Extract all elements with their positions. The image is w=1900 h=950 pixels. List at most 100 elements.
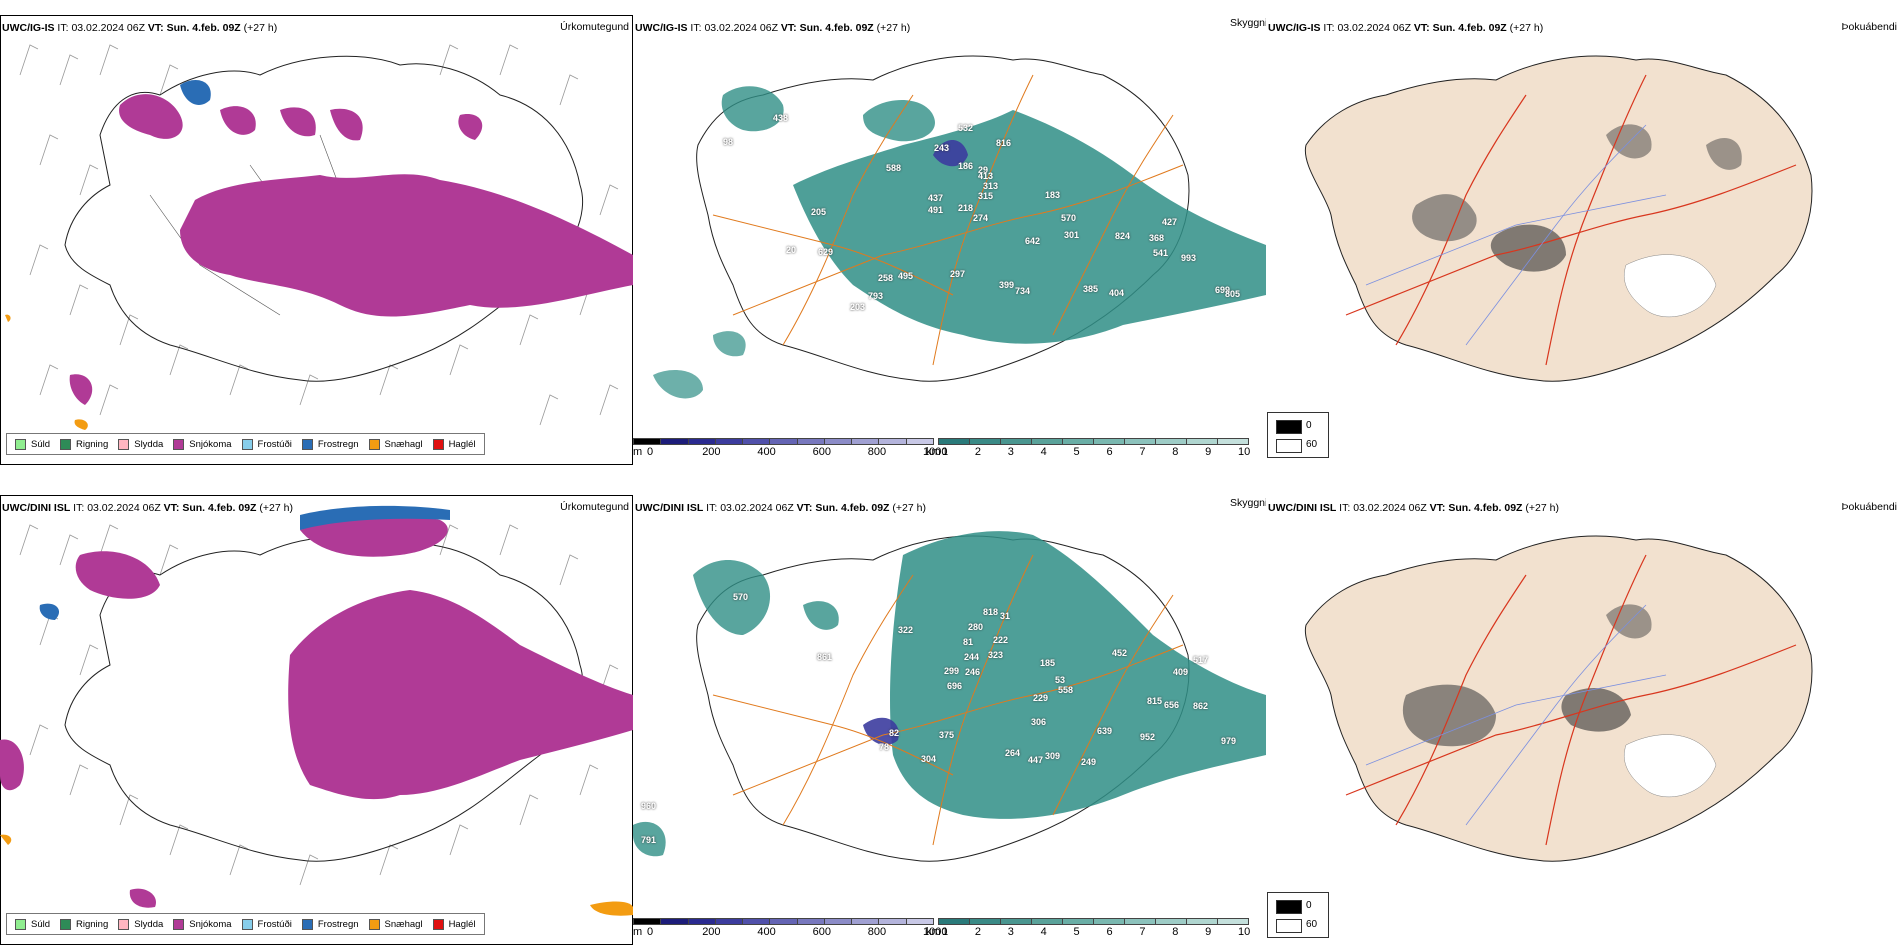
visibility-value-label: 297: [950, 269, 966, 279]
visibility-value-label: 960: [641, 801, 657, 811]
visibility-value-label: 447: [1028, 755, 1044, 765]
visibility-value-label: 264: [1005, 748, 1021, 758]
colorbar-tick-label: 200: [702, 446, 721, 458]
visibility-value-label: 805: [1225, 289, 1241, 299]
visibility-value-label: 78: [879, 742, 890, 752]
panel-title: Þokuábendi: [1841, 21, 1897, 33]
colorbar-tick-label: 1000: [923, 446, 948, 458]
visibility-value-label: 558: [1058, 685, 1074, 695]
visibility-value-label: 306: [1031, 717, 1047, 727]
visibility-value-label: 427: [1162, 217, 1178, 227]
colorbar-segment: [878, 918, 907, 925]
visibility-panel-row2: UWC/DINI ISL IT: 03.02.2024 06Z VT: Sun.…: [633, 495, 1266, 945]
visibility-value-label: 791: [641, 835, 657, 845]
visibility-value-label: 815: [1147, 696, 1163, 706]
precip-type-panel-row1: UWC/IG-IS IT: 03.02.2024 06Z VT: Sun. 4.…: [0, 15, 633, 465]
colorbar-unit: km: [926, 446, 941, 458]
legend-item: Súld: [15, 918, 50, 930]
colorbar-tick-label: 9: [1205, 446, 1212, 458]
legend-swatch: [368, 918, 380, 930]
visibility-value-label: 399: [999, 280, 1015, 290]
legend-swatch: [432, 918, 444, 930]
river-network: [1365, 124, 1667, 346]
visibility-value-label: 31: [1000, 611, 1011, 621]
legend-swatch: [15, 438, 26, 450]
visibility-value-label: 413: [978, 171, 994, 181]
visibility-value-label: 541: [1153, 248, 1169, 258]
colorbar-segment: [1155, 438, 1187, 445]
precip-legend: Súld Rigning Slydda Snjókoma Frostúði Fr…: [6, 433, 485, 455]
visibility-value-label: 696: [947, 681, 963, 691]
visibility-value-label: 29: [978, 165, 989, 175]
colorbar-tick-label: 0: [647, 926, 654, 938]
visibility-value-label: 20: [786, 245, 797, 255]
colorbar-segment: [796, 438, 825, 445]
colorbar-tick-label: 6: [1106, 446, 1113, 458]
colorbar-tick-label: 2: [974, 446, 981, 458]
colorbar-segment: [1031, 918, 1063, 925]
visibility-value-label: 315: [978, 191, 994, 201]
road-network: [1345, 74, 1797, 366]
visibility-value-label: 218: [958, 203, 974, 213]
visibility-value-label: 588: [886, 163, 902, 173]
colorbar-segment: [769, 438, 798, 445]
visibility-value-label: 243: [934, 143, 950, 153]
legend-swatch: [301, 438, 313, 450]
colorbar-tick-label: 800: [867, 446, 887, 458]
visibility-panel-row1: UWC/IG-IS IT: 03.02.2024 06Z VT: Sun. 4.…: [633, 15, 1266, 465]
legend-item: Rigning: [60, 438, 108, 450]
panel-title: Úrkomutegund: [560, 501, 629, 513]
colorbar-tick-label: 8: [1172, 446, 1179, 458]
colorbar-segment: [905, 438, 934, 445]
legend-item: Slydda: [118, 438, 163, 450]
colorbar-segment: [969, 438, 1001, 445]
legend-swatch: [1276, 900, 1302, 914]
colorbar-unit: km: [926, 926, 941, 938]
colorbar-segment: [633, 438, 662, 445]
colorbar-segment: [1062, 438, 1094, 445]
colorbar-segment: [687, 918, 716, 925]
fog-legend-row2: 0 60: [1267, 892, 1329, 938]
road-network: [712, 554, 1184, 846]
colorbar-tick-label: 10: [1238, 926, 1251, 938]
panel-header: UWC/DINI ISL IT: 03.02.2024 06Z VT: Sun.…: [635, 502, 926, 514]
colorbar-tick-label: 600: [812, 926, 831, 938]
colorbar-segment: [823, 918, 853, 925]
colorbar-tick-label: 400: [757, 446, 776, 458]
wind-barbs: [19, 44, 619, 426]
visibility-value-label: 322: [898, 625, 914, 635]
colorbar-segment: [823, 438, 853, 445]
legend-item: Súld: [15, 438, 50, 450]
visibility-value-label: 274: [973, 213, 989, 223]
colorbar-tick-label: 4: [1040, 926, 1047, 938]
colorbar-segment: [633, 918, 662, 925]
panel-header: UWC/DINI ISL IT: 03.02.2024 06Z VT: Sun.…: [1268, 502, 1559, 514]
visibility-value-label: 299: [944, 666, 960, 676]
colorbar-tick-label: 600: [812, 446, 831, 458]
fog-panel-row2: UWC/DINI ISL IT: 03.02.2024 06Z VT: Sun.…: [1266, 495, 1899, 945]
legend-item: Frostregn: [301, 438, 359, 450]
visibility-value-label: 229: [1033, 693, 1049, 703]
elevation-colorbar: m 0 200 400 600 800 1000: [633, 918, 947, 943]
legend-item: Snjókoma: [173, 918, 232, 930]
visibility-value-label: 491: [928, 205, 944, 215]
colorbar-tick-label: 800: [867, 926, 887, 938]
visibility-value-label: 629: [818, 247, 834, 257]
panel-header: UWC/IG-IS IT: 03.02.2024 06Z VT: Sun. 4.…: [635, 22, 911, 34]
panel-header: UWC/DINI ISL IT: 03.02.2024 06Z VT: Sun.…: [2, 502, 293, 514]
legend-swatch: [60, 438, 72, 450]
colorbar-segment: [714, 918, 744, 925]
visibility-value-label: 517: [1193, 655, 1209, 665]
visibility-value-label: 186: [958, 161, 974, 171]
visibility-value-label: 438: [773, 113, 789, 123]
colorbar-segment: [1217, 438, 1249, 445]
colorbar-tick-label: 9: [1205, 926, 1212, 938]
legend-swatch: [1276, 439, 1302, 453]
visibility-value-label: 979: [1221, 736, 1237, 746]
panel-title: Þokuábendi: [1841, 501, 1897, 513]
colorbar-segment: [1031, 438, 1063, 445]
visibility-value-label: 816: [996, 138, 1012, 148]
visibility-colorbar: km 1 2 3 4 5 6 7 8 9 10: [926, 438, 1258, 463]
colorbar-segment: [878, 438, 907, 445]
legend-swatch: [173, 438, 185, 450]
